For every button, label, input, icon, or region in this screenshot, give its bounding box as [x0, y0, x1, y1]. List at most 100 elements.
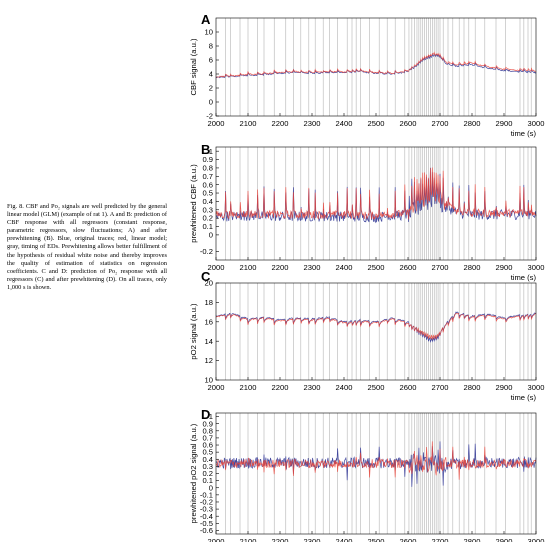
series-original — [215, 311, 537, 343]
y-tick-label: 14 — [205, 337, 213, 346]
y-tick-label: 1 — [209, 147, 213, 156]
y-tick-label: -0.1 — [200, 490, 213, 499]
y-tick-label: 10 — [205, 28, 213, 37]
x-tick-label: 2700 — [432, 263, 449, 272]
y-tick-label: 8 — [209, 42, 213, 51]
y-tick-label: 0.1 — [202, 476, 213, 485]
x-tick-label: 2200 — [272, 383, 289, 392]
x-tick-label: 2900 — [496, 263, 513, 272]
y-tick-label: 0.9 — [202, 419, 213, 428]
y-tick-label: -0.5 — [200, 519, 213, 528]
x-tick-label: 2800 — [464, 263, 481, 272]
x-tick-label: 2500 — [368, 119, 385, 128]
x-tick-label: 2500 — [368, 383, 385, 392]
series-model — [215, 51, 537, 78]
x-tick-label: 2600 — [400, 537, 417, 542]
x-tick-label: 2100 — [240, 263, 257, 272]
series-model — [215, 312, 536, 340]
x-tick-label: 2100 — [240, 383, 257, 392]
x-tick-label: 2900 — [496, 537, 513, 542]
x-axis-label: time (s) — [511, 129, 537, 138]
x-tick-label: 2700 — [432, 119, 449, 128]
y-tick-label: 0.6 — [202, 441, 213, 450]
x-tick-label: 3000 — [528, 119, 545, 128]
y-tick-label: 20 — [205, 279, 213, 288]
y-tick-label: 0.5 — [202, 448, 213, 457]
x-tick-label: 2300 — [304, 119, 321, 128]
x-tick-label: 2500 — [368, 263, 385, 272]
x-tick-label: 2200 — [272, 119, 289, 128]
y-tick-label: -0.4 — [200, 512, 213, 521]
y-tick-label: 6 — [209, 56, 213, 65]
series-model — [215, 441, 537, 480]
x-axis-label: time (s) — [511, 393, 537, 402]
x-tick-label: 2800 — [464, 537, 481, 542]
x-tick-label: 2600 — [400, 263, 417, 272]
y-tick-label: 10 — [205, 376, 213, 385]
y-tick-label: -2 — [206, 112, 213, 121]
x-tick-label: 2900 — [496, 119, 513, 128]
y-tick-label: 0 — [209, 230, 213, 239]
x-tick-label: 2000 — [208, 119, 225, 128]
series-model — [215, 167, 537, 220]
x-tick-label: 2000 — [208, 263, 225, 272]
x-tick-label: 2100 — [240, 119, 257, 128]
x-tick-label: 2400 — [336, 383, 353, 392]
x-tick-label: 3000 — [528, 537, 545, 542]
y-tick-label: 0.8 — [202, 426, 213, 435]
y-tick-label: 0.6 — [202, 180, 213, 189]
y-tick-label: 0 — [209, 483, 213, 492]
x-tick-label: 3000 — [528, 383, 545, 392]
x-axis-label: time (s) — [511, 273, 537, 282]
x-tick-label: 2800 — [464, 383, 481, 392]
y-tick-label: 0.1 — [202, 222, 213, 231]
panel-letter: B — [201, 142, 210, 157]
y-tick-label: 0 — [209, 98, 213, 107]
y-tick-label: 2 — [209, 84, 213, 93]
x-tick-label: 2600 — [400, 119, 417, 128]
y-tick-label: 16 — [205, 317, 213, 326]
panel-letter: C — [201, 269, 211, 284]
x-tick-label: 2700 — [432, 383, 449, 392]
y-tick-label: 1 — [209, 412, 213, 421]
x-tick-label: 2100 — [240, 537, 257, 542]
x-tick-label: 2000 — [208, 537, 225, 542]
y-tick-label: -0.2 — [200, 498, 213, 507]
panel-c: C 10 12 14 16 18 20 2000 2100 2200 2300 2400 2500 260… — [189, 269, 544, 402]
y-tick-label: 0.2 — [202, 214, 213, 223]
y-tick-label: 12 — [205, 356, 213, 365]
y-axis-label: prewhitened pO2 signal (a.u.) — [189, 423, 198, 523]
y-tick-label: 18 — [205, 298, 213, 307]
x-tick-label: 2300 — [304, 383, 321, 392]
y-tick-label: 0.3 — [202, 462, 213, 471]
x-tick-label: 2200 — [272, 537, 289, 542]
x-tick-label: 3000 — [528, 263, 545, 272]
panel-a: A -2 0 2 4 6 8 10 2000 2100 2200 2300 2400 2500 2600 27… — [189, 12, 544, 138]
y-tick-label: 0.8 — [202, 164, 213, 173]
x-tick-label: 2400 — [336, 263, 353, 272]
y-tick-label: 0.4 — [202, 197, 213, 206]
y-tick-label: -0.2 — [200, 247, 213, 256]
series-original — [215, 167, 537, 224]
x-tick-label: 2300 — [304, 263, 321, 272]
panel-d: D-0.6-0.5-0.4-0.3-0.2-0.100.10.20.30.40.… — [189, 407, 544, 542]
panel-letter: A — [201, 12, 211, 27]
x-tick-label: 2500 — [368, 537, 385, 542]
x-tick-label: 2200 — [272, 263, 289, 272]
x-tick-label: 2600 — [400, 383, 417, 392]
figure-caption: Fig. 8. CBF and Po₂ signals are well pre… — [7, 203, 167, 291]
y-tick-label: 0.4 — [202, 455, 213, 464]
panel-letter: D — [201, 407, 210, 422]
y-tick-label: 0.7 — [202, 434, 213, 443]
y-tick-label: -0.6 — [200, 526, 213, 535]
y-tick-label: 4 — [209, 70, 213, 79]
y-tick-label: 0.2 — [202, 469, 213, 478]
y-tick-label: 0.7 — [202, 172, 213, 181]
x-tick-label: 2300 — [304, 537, 321, 542]
x-tick-label: 2800 — [464, 119, 481, 128]
x-tick-label: 2900 — [496, 383, 513, 392]
panel-b: B -0.2 00.10.20.30.40.50.60.70.80.91 2000 21… — [189, 142, 544, 282]
x-tick-label: 2700 — [432, 537, 449, 542]
series-original — [215, 53, 537, 79]
